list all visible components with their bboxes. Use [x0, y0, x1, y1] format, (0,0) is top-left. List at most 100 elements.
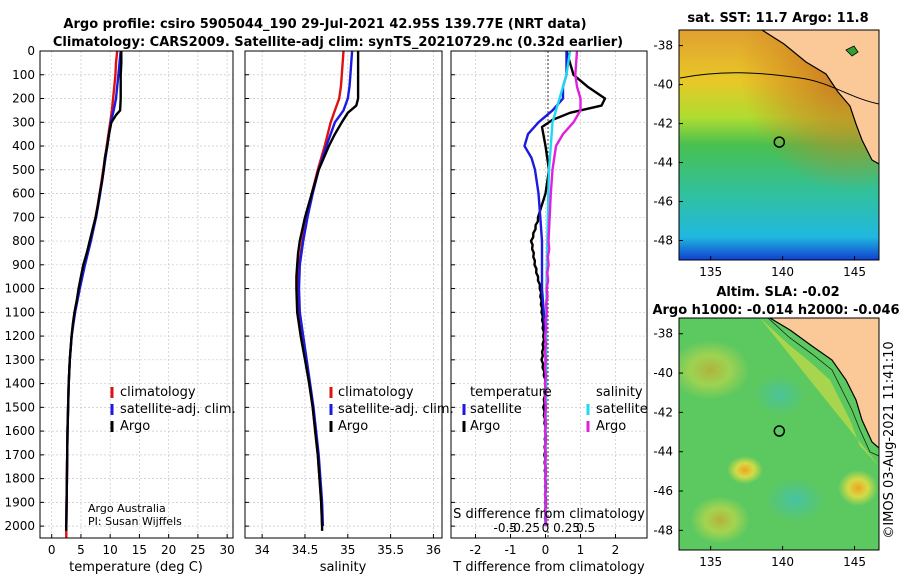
legend-heading-salinity: salinity — [596, 385, 643, 400]
temperature-legend: climatology satellite-adj. clim. Argo — [110, 385, 236, 434]
legend-label-satellite: satellite-adj. clim. — [120, 402, 236, 417]
map-ytick-label: -40 — [653, 366, 673, 380]
map-xtick-label: 145 — [843, 555, 866, 569]
salinity-axes-frame — [244, 50, 443, 539]
xtick-label: 30 — [220, 543, 235, 557]
legend-label-climatology: climatology — [338, 385, 414, 400]
map-ytick-label: -46 — [653, 484, 673, 498]
legend-label-salinity-satellite: satellite — [596, 402, 648, 417]
map-ytick-label: -40 — [653, 78, 673, 92]
map-ytick-label: -42 — [653, 117, 673, 131]
legend-label-temperature-argo: Argo — [470, 419, 500, 434]
ytick-label: 300 — [12, 115, 35, 129]
coastline — [769, 318, 879, 449]
difference-legend-temperature: temperature satellite Argo — [462, 385, 552, 434]
credit-line2: PI: Susan Wijffels — [88, 515, 182, 528]
sst-map-frame — [678, 29, 880, 261]
ytick-label: 600 — [12, 187, 35, 201]
xtick-label: 25 — [190, 543, 205, 557]
xtick-label: 10 — [103, 543, 118, 557]
imos-watermark: ©IMOS 03-Aug-2021 11:41:10 — [882, 341, 897, 538]
map-xtick-label: 135 — [699, 555, 722, 569]
s-tick-label: -0.25 — [509, 521, 540, 535]
sst-map-panel: sat. SST: 11.7 Argo: 11.8 -38 -40 -42 -44 -4… — [653, 11, 880, 279]
legend-label-climatology: climatology — [120, 385, 196, 400]
ytick-label: 1800 — [4, 472, 35, 486]
ytick-label: 900 — [12, 258, 35, 272]
sla-map-title-line2: Argo h1000: -0.014 h2000: -0.046 — [652, 303, 899, 318]
series-line-argo — [295, 51, 360, 531]
difference-xlabel-top: S difference from climatology — [453, 507, 645, 522]
salinity-legend: climatology satellite-adj. clim. Argo — [329, 385, 454, 434]
difference-axes-frame — [450, 50, 648, 539]
temperature-xlabel: temperature (deg C) — [69, 560, 203, 575]
legend-label-argo: Argo — [120, 419, 150, 434]
legend-label-salinity-argo: Argo — [596, 419, 626, 434]
xtick-label: 1 — [577, 543, 585, 557]
figure-title-line2: Climatology: CARS2009. Satellite-adj cli… — [53, 35, 623, 50]
ytick-label: 1300 — [4, 353, 35, 367]
island-marker — [845, 45, 859, 57]
ytick-label: 200 — [12, 92, 35, 106]
ytick-label: 1400 — [4, 377, 35, 391]
ytick-label: 1700 — [4, 448, 35, 462]
ytick-label: 1000 — [4, 282, 35, 296]
xtick-label: 0 — [542, 543, 550, 557]
ytick-label: 1200 — [4, 329, 35, 343]
salinity-panel: 34 34.5 35 35.5 36 salinity climatology sate… — [244, 50, 454, 575]
temperature-axes-frame — [39, 50, 234, 539]
map-xtick-label: 140 — [771, 555, 794, 569]
legend-label-argo: Argo — [338, 419, 368, 434]
temperature-panel: 0100200300400500600700800900100011001200… — [4, 44, 235, 575]
xtick-label: 36 — [426, 543, 441, 557]
xtick-label: 5 — [77, 543, 85, 557]
sst-map-field — [679, 30, 879, 260]
xtick-label: 0 — [48, 543, 56, 557]
ytick-label: 100 — [12, 68, 35, 82]
difference-xlabel: T difference from climatology — [452, 560, 645, 575]
legend-heading-temperature: temperature — [470, 385, 552, 400]
depth-contour — [679, 72, 879, 105]
s-tick-label: 0 — [542, 521, 550, 535]
ytick-label: 1100 — [4, 305, 35, 319]
ytick-label: 500 — [12, 163, 35, 177]
map-xtick-label: 140 — [771, 265, 794, 279]
map-ytick-label: -38 — [653, 327, 673, 341]
xtick-label: 35.5 — [377, 543, 404, 557]
difference-legend-salinity: salinity satellite Argo — [586, 385, 648, 434]
map-xtick-label: 135 — [699, 265, 722, 279]
salinity-xlabel: salinity — [320, 560, 367, 575]
series-line-salinity-argo — [543, 50, 582, 527]
s-tick-label: 0.25 — [553, 521, 580, 535]
sla-map-field — [679, 318, 879, 550]
sla-map-panel: Altim. SLA: -0.02 Argo h1000: -0.014 h20… — [652, 285, 899, 569]
xtick-label: 34 — [254, 543, 269, 557]
map-ytick-label: -38 — [653, 39, 673, 53]
ytick-label: 1900 — [4, 495, 35, 509]
map-ytick-label: -48 — [653, 523, 673, 537]
difference-panel: -2 -1 0 1 2 -0.5-0.25 0 0.250.5 T difference fr… — [450, 50, 648, 575]
argo-position-marker — [773, 136, 786, 148]
ytick-label: 1500 — [4, 400, 35, 414]
series-line-argo — [65, 51, 123, 531]
sla-map-frame — [678, 317, 880, 551]
ytick-label: 700 — [12, 210, 35, 224]
ytick-label: 2000 — [4, 519, 35, 533]
sst-map-title: sat. SST: 11.7 Argo: 11.8 — [687, 11, 868, 26]
s-tick-label: -0.5 — [494, 521, 517, 535]
map-ytick-label: -46 — [653, 195, 673, 209]
figure-title-line1: Argo profile: csiro 5905044_190 29-Jul-2… — [63, 17, 586, 32]
argo-position-marker — [773, 425, 786, 437]
coastline — [761, 30, 879, 165]
ytick-label: 800 — [12, 234, 35, 248]
credit-line1: Argo Australia — [88, 502, 166, 515]
legend-label-temperature-satellite: satellite — [470, 402, 522, 417]
xtick-label: -1 — [505, 543, 517, 557]
xtick-label: 15 — [132, 543, 147, 557]
sla-map-title-line1: Altim. SLA: -0.02 — [716, 285, 839, 300]
xtick-label: 34.5 — [292, 543, 319, 557]
xtick-label: 2 — [612, 543, 620, 557]
land-mass — [762, 30, 879, 164]
xtick-label: 35 — [340, 543, 355, 557]
